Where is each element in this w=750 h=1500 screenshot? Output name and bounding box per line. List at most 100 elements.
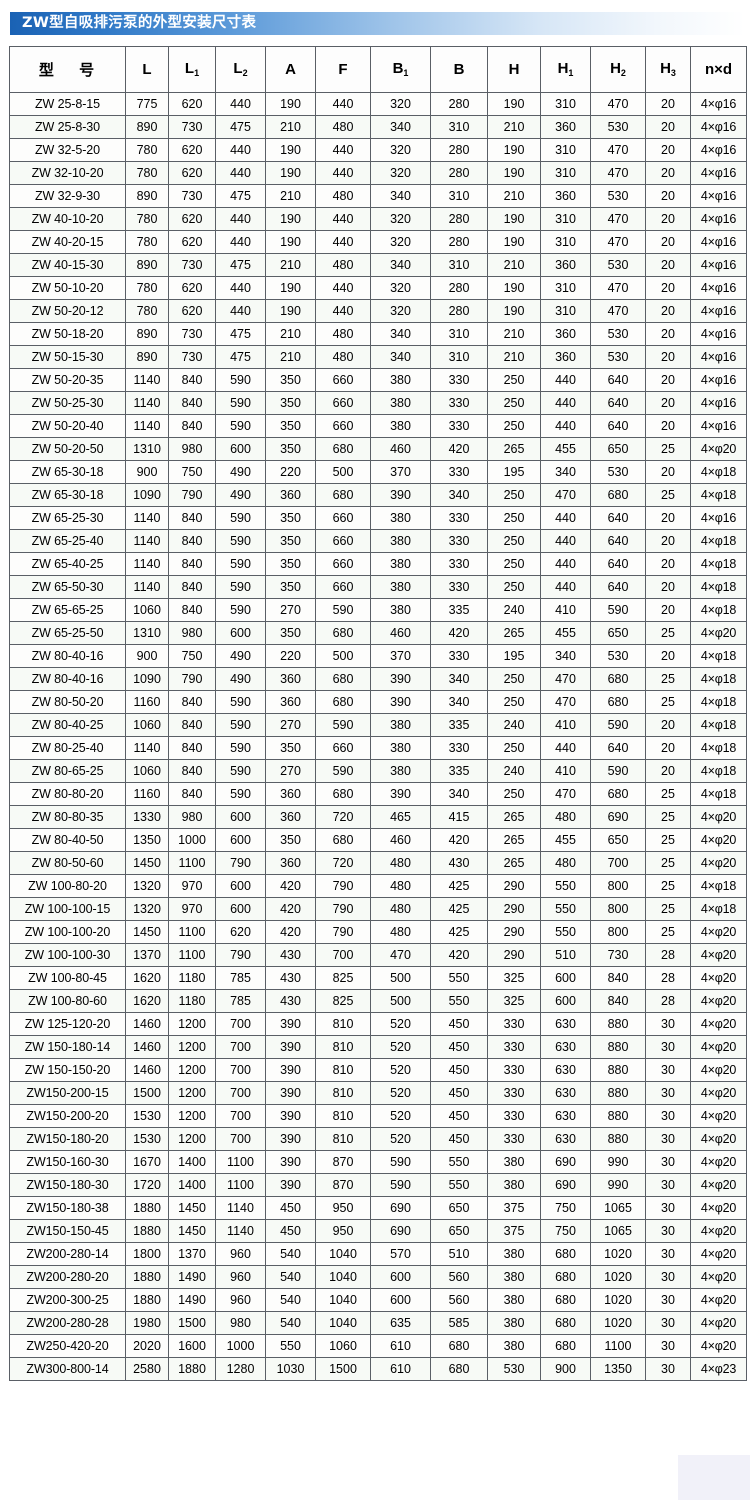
cell-value: 350 bbox=[265, 828, 316, 852]
cell-value: 25 bbox=[645, 851, 691, 875]
cell-value: 1450 bbox=[125, 920, 169, 944]
cell-value: 440 bbox=[315, 92, 371, 116]
cell-value: 360 bbox=[265, 667, 316, 691]
header-row: 型 号 L L1 L2 A F B1 B H H1 H2 H3 n×d bbox=[9, 46, 747, 93]
cell-nxd: 4×φ18 bbox=[690, 483, 747, 507]
cell-value: 1140 bbox=[125, 529, 169, 553]
cell-nxd: 4×φ20 bbox=[690, 621, 747, 645]
cell-value: 330 bbox=[430, 552, 488, 576]
cell-value: 1800 bbox=[125, 1242, 169, 1266]
cell-value: 1460 bbox=[125, 1012, 169, 1036]
cell-value: 330 bbox=[430, 575, 488, 599]
cell-value: 640 bbox=[590, 529, 646, 553]
cell-value: 25 bbox=[645, 483, 691, 507]
cell-value: 1160 bbox=[125, 690, 169, 714]
cell-value: 1310 bbox=[125, 437, 169, 461]
cell-value: 390 bbox=[370, 483, 431, 507]
cell-value: 825 bbox=[315, 966, 371, 990]
cell-value: 475 bbox=[215, 184, 266, 208]
cell-model: ZW 65-50-30 bbox=[9, 575, 126, 599]
cell-value: 265 bbox=[487, 851, 541, 875]
cell-value: 970 bbox=[168, 897, 216, 921]
cell-model: ZW200-280-20 bbox=[9, 1265, 126, 1289]
cell-nxd: 4×φ20 bbox=[690, 805, 747, 829]
cell-value: 880 bbox=[590, 1081, 646, 1105]
cell-value: 20 bbox=[645, 391, 691, 415]
cell-value: 540 bbox=[265, 1242, 316, 1266]
cell-value: 700 bbox=[215, 1058, 266, 1082]
table-row: ZW 50-20-35 1140 840 590 350 660 380 330 250 440 6… bbox=[9, 368, 747, 392]
cell-value: 330 bbox=[487, 1104, 541, 1128]
cell-model: ZW150-180-30 bbox=[9, 1173, 126, 1197]
column-header-model: 型 号 bbox=[9, 46, 126, 93]
cell-value: 870 bbox=[315, 1150, 371, 1174]
cell-value: 590 bbox=[315, 598, 371, 622]
cell-nxd: 4×φ20 bbox=[690, 1265, 747, 1289]
cell-value: 195 bbox=[487, 460, 541, 484]
column-header-b1: B1 bbox=[370, 46, 431, 93]
cell-value: 480 bbox=[315, 253, 371, 277]
cell-value: 370 bbox=[370, 644, 431, 668]
cell-value: 440 bbox=[540, 575, 591, 599]
cell-value: 790 bbox=[315, 874, 371, 898]
cell-value: 290 bbox=[487, 943, 541, 967]
table-row: ZW 80-25-40 1140 840 590 350 660 380 330 250 440 6… bbox=[9, 736, 747, 760]
cell-value: 1060 bbox=[125, 598, 169, 622]
cell-value: 1320 bbox=[125, 897, 169, 921]
subscript: 2 bbox=[242, 68, 248, 78]
cell-model: ZW150-200-15 bbox=[9, 1081, 126, 1105]
cell-value: 420 bbox=[430, 943, 488, 967]
cell-nxd: 4×φ16 bbox=[690, 207, 747, 231]
cell-value: 310 bbox=[430, 184, 488, 208]
cell-value: 900 bbox=[540, 1357, 591, 1381]
cell-value: 840 bbox=[168, 690, 216, 714]
table-row: ZW 40-10-20 780 620 440 190 440 320 280 190 310 47… bbox=[9, 207, 747, 231]
subscript: 1 bbox=[568, 68, 574, 78]
cell-value: 475 bbox=[215, 115, 266, 139]
cell-value: 330 bbox=[430, 736, 488, 760]
cell-value: 210 bbox=[487, 184, 541, 208]
cell-value: 730 bbox=[168, 322, 216, 346]
cell-value: 530 bbox=[590, 184, 646, 208]
cell-value: 30 bbox=[645, 1196, 691, 1220]
cell-value: 425 bbox=[430, 874, 488, 898]
cell-value: 30 bbox=[645, 1357, 691, 1381]
page-title: ZW型自吸排污泵的外型安装尺寸表 bbox=[22, 15, 257, 31]
cell-value: 20 bbox=[645, 92, 691, 116]
cell-value: 840 bbox=[168, 575, 216, 599]
cell-value: 530 bbox=[487, 1357, 541, 1381]
cell-value: 30 bbox=[645, 1150, 691, 1174]
cell-value: 1600 bbox=[168, 1334, 216, 1358]
cell-value: 900 bbox=[125, 460, 169, 484]
cell-value: 720 bbox=[315, 805, 371, 829]
cell-model: ZW 80-40-16 bbox=[9, 667, 126, 691]
cell-value: 240 bbox=[487, 713, 541, 737]
cell-value: 660 bbox=[315, 736, 371, 760]
cell-value: 680 bbox=[315, 621, 371, 645]
column-header-l: L bbox=[125, 46, 169, 93]
cell-value: 540 bbox=[265, 1265, 316, 1289]
cell-value: 650 bbox=[590, 621, 646, 645]
cell-nxd: 4×φ16 bbox=[690, 115, 747, 139]
cell-value: 380 bbox=[370, 391, 431, 415]
cell-value: 470 bbox=[370, 943, 431, 967]
cell-value: 450 bbox=[430, 1035, 488, 1059]
cell-value: 690 bbox=[370, 1196, 431, 1220]
cell-model: ZW 100-80-20 bbox=[9, 874, 126, 898]
cell-value: 530 bbox=[590, 644, 646, 668]
table-row: ZW 80-80-35 1330 980 600 360 720 465 415 265 480 6… bbox=[9, 805, 747, 829]
cell-value: 460 bbox=[370, 828, 431, 852]
cell-model: ZW 80-65-25 bbox=[9, 759, 126, 783]
cell-value: 20 bbox=[645, 713, 691, 737]
cell-value: 20 bbox=[645, 598, 691, 622]
cell-value: 210 bbox=[487, 115, 541, 139]
cell-value: 210 bbox=[265, 115, 316, 139]
cell-value: 980 bbox=[168, 437, 216, 461]
cell-value: 990 bbox=[590, 1173, 646, 1197]
cell-value: 700 bbox=[215, 1104, 266, 1128]
cell-nxd: 4×φ16 bbox=[690, 253, 747, 277]
cell-value: 1450 bbox=[168, 1196, 216, 1220]
cell-value: 785 bbox=[215, 966, 266, 990]
cell-value: 1720 bbox=[125, 1173, 169, 1197]
cell-nxd: 4×φ18 bbox=[690, 460, 747, 484]
